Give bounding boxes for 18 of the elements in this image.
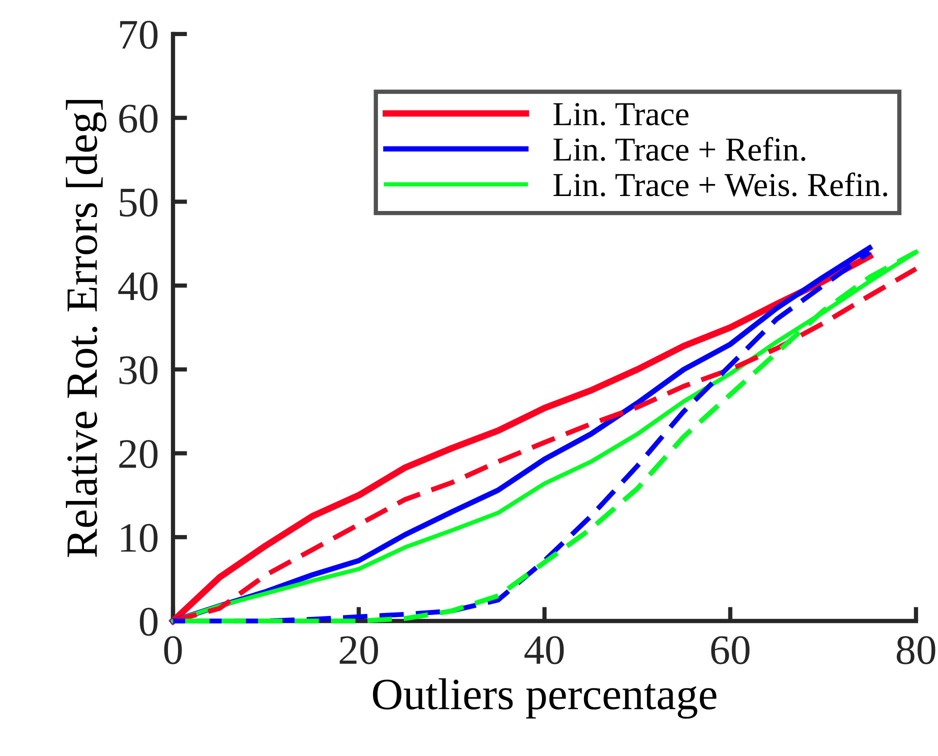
y-tick-label: 30	[119, 356, 158, 384]
y-tick-label: 60	[119, 104, 158, 133]
x-tick-label: 60	[711, 636, 750, 664]
y-tick-label: 70	[120, 20, 158, 49]
legend-label: Lin. Trace + Weis. Refin.	[553, 172, 888, 196]
x-tick-label: 0	[164, 636, 182, 664]
legend-label: Lin. Trace	[553, 103, 688, 126]
x-tick-label: 80	[896, 636, 936, 664]
y-axis-title: Relative Rot. Errors [deg]	[66, 100, 106, 558]
y-tick-label: 0	[140, 608, 158, 636]
legend-label: Lin. Trace + Refin.	[553, 137, 806, 161]
y-tick-label: 40	[118, 272, 158, 300]
y-tick-label: 10	[121, 524, 158, 552]
y-tick-label: 50	[120, 188, 158, 217]
x-tick-label: 40	[524, 636, 564, 664]
x-tick-label: 20	[340, 636, 378, 664]
x-axis-title: Outliers percentage	[372, 678, 716, 719]
y-tick-label: 20	[119, 440, 158, 468]
